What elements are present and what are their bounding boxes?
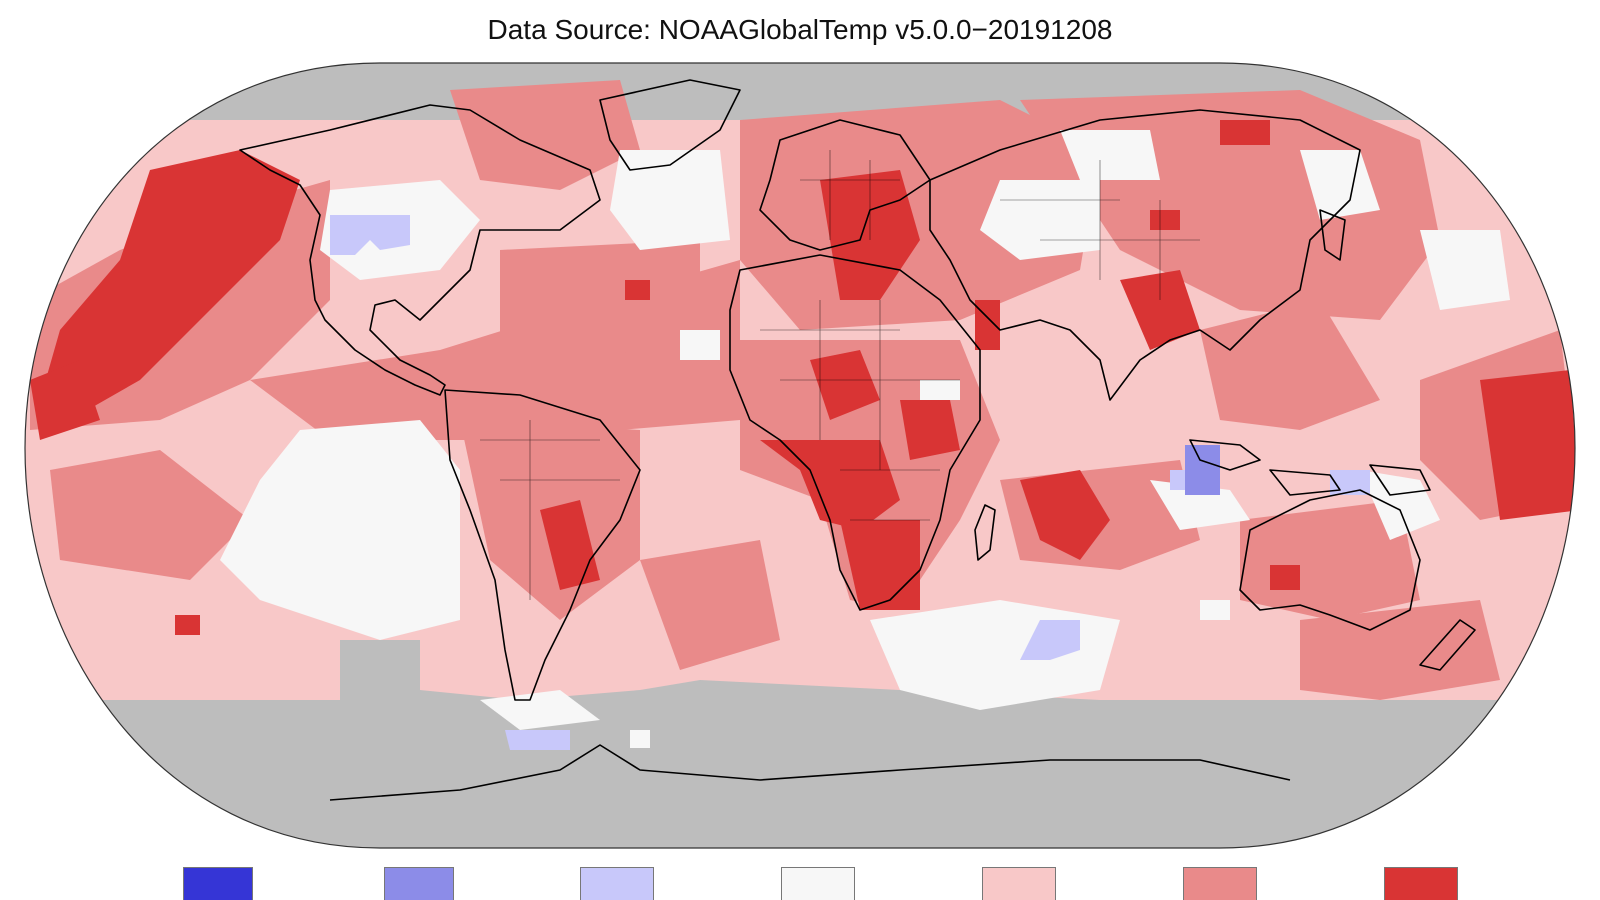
legend-swatch-near-average bbox=[781, 867, 855, 900]
legend-swatch-much-warmer bbox=[1384, 867, 1458, 900]
legend-swatch-much-cooler bbox=[183, 867, 253, 900]
asia-outline bbox=[929, 109, 1361, 401]
globe-outline bbox=[24, 62, 1576, 849]
legend-swatch-warmer bbox=[1183, 867, 1257, 900]
legend-swatch-slightly-cooler bbox=[580, 867, 654, 900]
antarctic-no-data bbox=[25, 640, 1575, 848]
australia-outline bbox=[1239, 489, 1421, 631]
new-guinea-outline bbox=[1369, 464, 1431, 496]
japan-outline bbox=[1319, 209, 1346, 261]
greenland-outline bbox=[599, 79, 741, 171]
new-zealand-outline bbox=[1419, 619, 1476, 671]
europe-outline bbox=[759, 119, 931, 251]
map-title: Data Source: NOAAGlobalTemp v5.0.0−20191… bbox=[487, 14, 1113, 45]
south-america-outline bbox=[444, 389, 641, 701]
legend-swatch-slightly-warmer bbox=[982, 867, 1056, 900]
madagascar-outline bbox=[974, 504, 996, 561]
legend-swatch-cooler bbox=[384, 867, 454, 900]
coastlines bbox=[239, 79, 1476, 801]
country-borders bbox=[480, 150, 1200, 600]
indonesia-outline bbox=[1189, 439, 1341, 496]
africa-outline bbox=[729, 254, 981, 611]
cooler-regions bbox=[330, 215, 1370, 750]
arctic-no-data bbox=[25, 63, 1575, 120]
north-america-outline bbox=[239, 104, 601, 396]
antarctica-outline bbox=[329, 744, 1291, 801]
much-warmer-regions bbox=[30, 120, 1575, 635]
